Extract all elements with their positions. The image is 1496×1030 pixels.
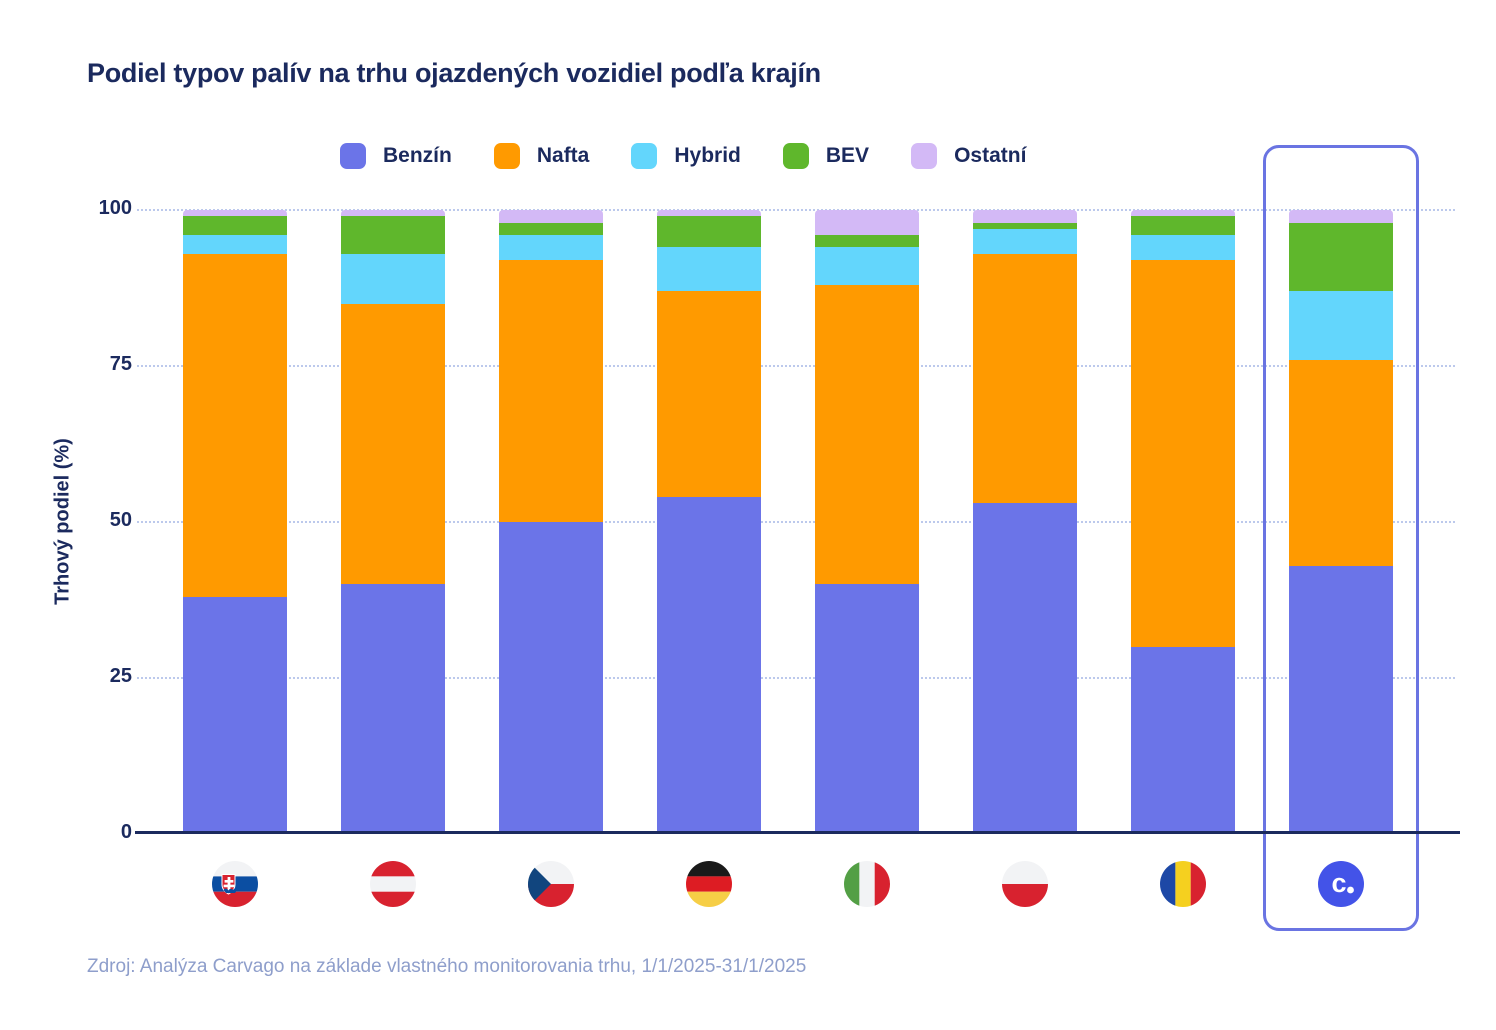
bar-segment-carvago-bev [1289,222,1393,292]
bar-segment-taliansko-nafta [815,284,919,585]
flag-ro-icon [1160,861,1206,907]
bar-segment-česko-hybrid [499,234,603,260]
legend-label: Nafta [536,144,590,167]
bar-segment-poľsko-nafta [973,253,1077,504]
bar-segment-nemecko-ostatní [657,210,761,217]
bar-segment-carvago-hybrid [1289,291,1393,360]
legend-swatch [782,143,809,169]
bar-segment-taliansko-hybrid [815,247,919,285]
bar-segment-taliansko-ostatní [815,210,919,235]
bar-segment-taliansko-benzín [815,584,919,834]
bar-segment-poľsko-benzín [973,503,1077,834]
flag-de-icon [686,861,732,907]
bar-segment-rakúsko-ostatní [341,210,445,217]
gridline-75 [137,365,1455,367]
bar-segment-rumunsko-benzín [1131,646,1235,834]
bar-segment-slovensko-hybrid [183,234,287,254]
bar-česko [499,210,603,834]
flag-sk-icon [212,861,258,907]
bar-segment-rumunsko-ostatní [1131,210,1235,217]
legend-label: Ostatní [954,144,1027,167]
y-tick-label-0: 0 [120,821,132,843]
y-tick-label-100: 100 [98,197,132,219]
legend-label: Hybrid [674,144,741,167]
bar-segment-česko-benzín [499,522,603,834]
bar-segment-rakúsko-bev [341,216,445,254]
plot-area [137,209,1455,834]
bar-segment-slovensko-benzín [183,596,287,834]
bar-nemecko [657,210,761,834]
flag-it-icon [844,861,890,907]
bar-segment-česko-nafta [499,259,603,522]
bar-segment-poľsko-hybrid [973,228,1077,254]
source-caption: Zdroj: Analýza Carvago na základe vlastn… [87,956,807,977]
bar-segment-rakúsko-hybrid [341,253,445,304]
bar-segment-česko-ostatní [499,210,603,223]
bar-segment-carvago-nafta [1289,359,1393,566]
bar-segment-poľsko-bev [973,222,1077,229]
bar-taliansko [815,210,919,834]
bar-segment-carvago-ostatní [1289,210,1393,223]
bar-rakúsko [341,210,445,834]
legend-item-benzín: Benzín [340,143,452,169]
legend-swatch [493,143,520,169]
gridline-50 [137,521,1455,523]
bar-segment-slovensko-ostatní [183,210,287,217]
legend: Benzín Nafta Hybrid BEV Ostatní [340,143,1026,169]
bar-rumunsko [1131,210,1235,834]
gridline-100 [137,209,1455,211]
legend-swatch [340,143,366,169]
flag-at-icon [370,861,416,907]
bar-poľsko [973,210,1077,834]
legend-item-nafta: Nafta [493,143,590,169]
legend-label: BEV [825,144,870,167]
bar-segment-rumunsko-nafta [1131,259,1235,647]
y-tick-label-75: 75 [109,353,132,375]
bar-segment-carvago-benzín [1289,565,1393,834]
bar-segment-česko-bev [499,222,603,235]
bar-slovensko [183,210,287,834]
bar-segment-rakúsko-benzín [341,584,445,834]
legend-item-hybrid: Hybrid [631,143,741,169]
legend-label: Benzín [383,144,452,167]
chart-title: Podiel typov palív na trhu ojazdených vo… [87,58,821,88]
bar-carvago [1289,210,1393,834]
flag-pl-icon [1002,861,1048,907]
x-axis-line [135,831,1460,834]
legend-swatch [631,143,658,169]
gridline-25 [137,677,1455,679]
legend-item-bev: BEV [782,143,870,169]
y-tick-label-25: 25 [109,665,132,687]
bar-segment-rumunsko-hybrid [1131,234,1235,260]
bar-segment-rumunsko-bev [1131,216,1235,235]
flag-cz-icon [528,861,574,907]
svg-text:c: c [1331,868,1346,898]
bar-segment-slovensko-nafta [183,253,287,597]
carvago-highlight-box [1263,145,1419,931]
bar-segment-nemecko-bev [657,216,761,248]
bar-segment-rakúsko-nafta [341,303,445,585]
bar-segment-taliansko-bev [815,234,919,248]
y-tick-label-50: 50 [109,509,132,531]
legend-item-ostatní: Ostatní [911,143,1026,169]
legend-swatch [911,143,938,169]
bar-segment-nemecko-benzín [657,497,761,834]
bar-segment-nemecko-hybrid [657,247,761,292]
bar-segment-slovensko-bev [183,216,287,235]
category-icons-row: c [0,861,1496,907]
carvago-logo-icon: c [1318,861,1364,907]
bar-segment-poľsko-ostatní [973,210,1077,223]
bar-segment-nemecko-nafta [657,291,761,498]
